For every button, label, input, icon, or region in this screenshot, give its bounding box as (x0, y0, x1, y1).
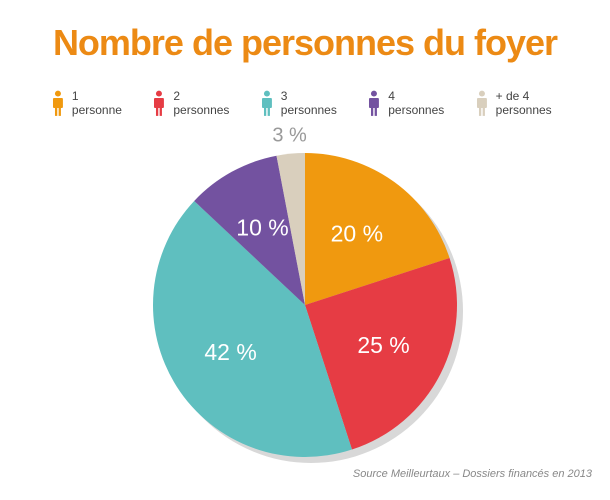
pie-slice (153, 200, 352, 457)
person-icon (261, 90, 272, 116)
person-icon (52, 90, 63, 116)
slice-label: 25 % (357, 332, 409, 358)
chart-title: Nombre de personnes du foyer (52, 22, 558, 63)
slice-label: 20 % (331, 221, 383, 247)
pie-slice (305, 258, 457, 450)
legend-item: 1 personne (52, 89, 131, 117)
legend-label: + de 4 personnes (495, 89, 552, 117)
legend-item: 3 personnes (261, 89, 346, 117)
source-note: Source Meilleurtaux – Dossiers financés … (352, 468, 592, 480)
legend-label: 2 personnes (173, 89, 230, 117)
slice-label: 10 % (236, 215, 288, 241)
slice-label: 3 % (272, 125, 307, 147)
legend-item: 2 personnes (153, 89, 238, 117)
person-icon (476, 90, 487, 116)
legend-label: 1 personne (71, 89, 122, 117)
person-icon (154, 90, 165, 116)
legend-label: 4 personnes (388, 89, 445, 117)
person-icon (369, 90, 380, 116)
slice-label: 42 % (204, 339, 256, 365)
pie-slice (194, 155, 305, 305)
pie-slice (305, 153, 450, 305)
pie-slice (276, 153, 305, 305)
legend-item: 4 personnes (368, 89, 453, 117)
legend-label: 3 personnes (280, 89, 337, 117)
legend-item: + de 4 personnes (476, 89, 588, 117)
legend: 1 personne 2 personnes 3 personnes 4 person… (52, 89, 610, 117)
